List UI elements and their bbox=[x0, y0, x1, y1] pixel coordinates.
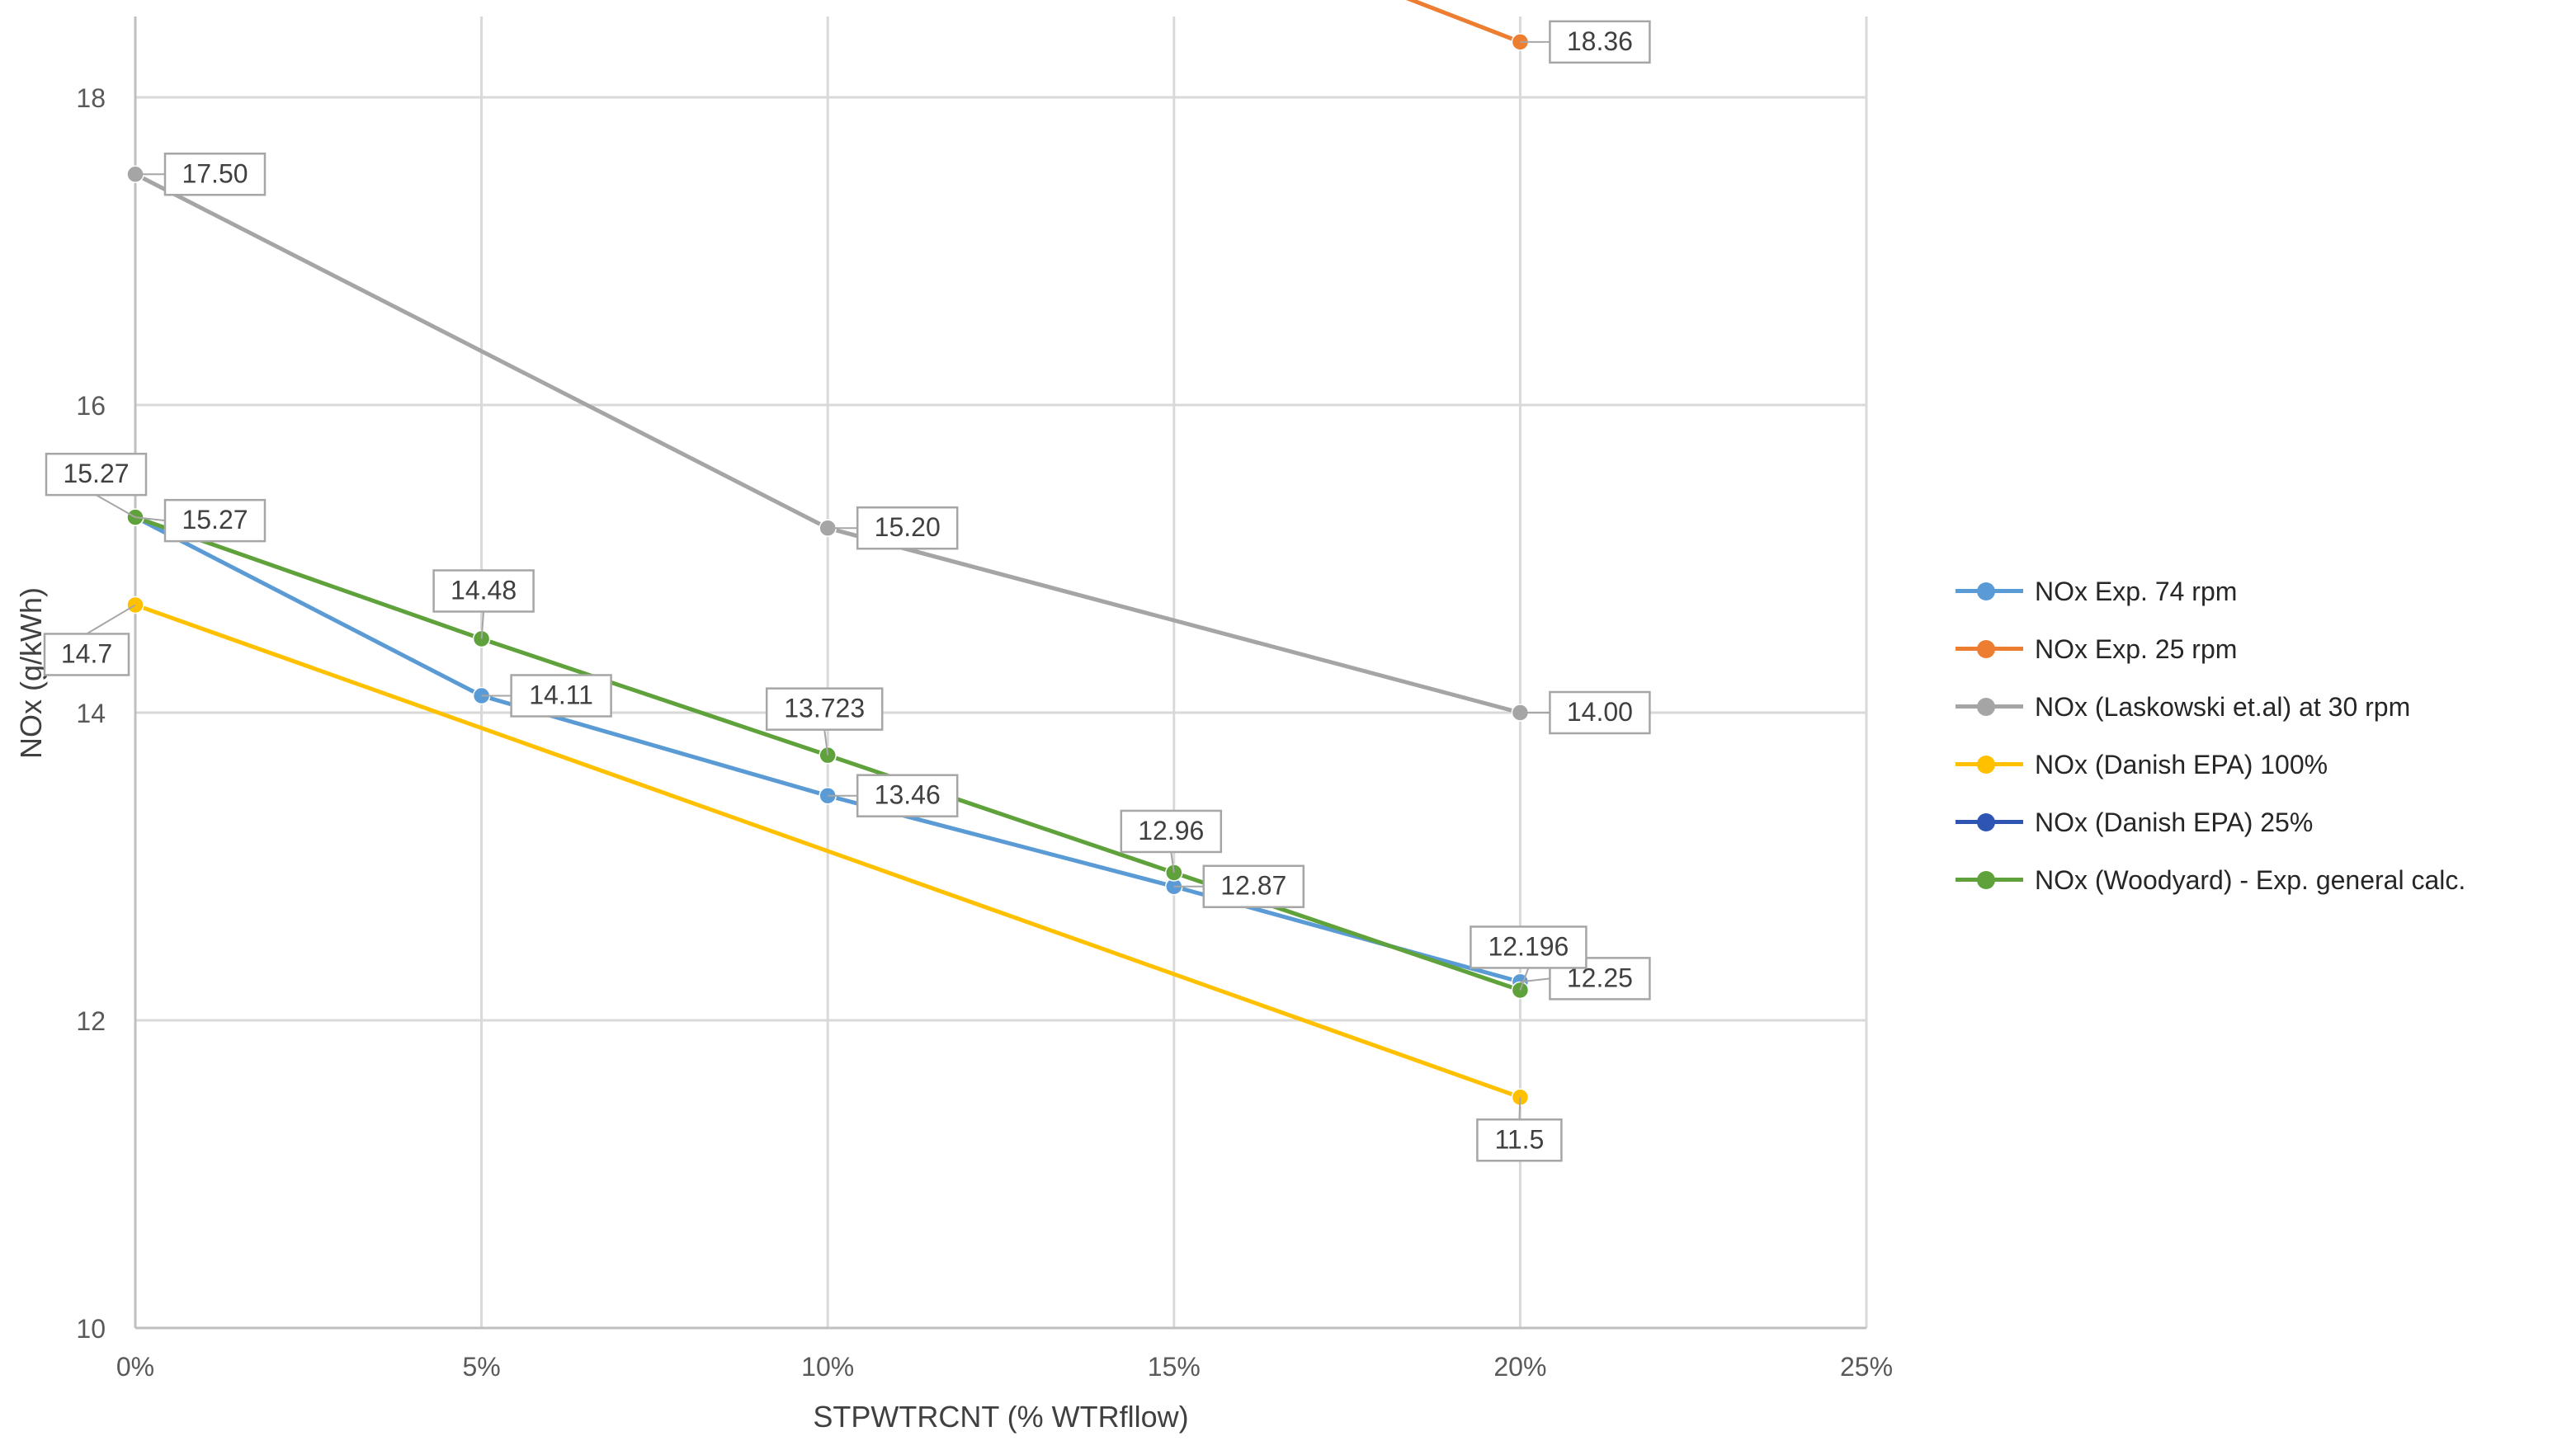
x-axis-title: STPWTRCNT (% WTRfllow) bbox=[813, 1400, 1188, 1434]
x-tick-label: 15% bbox=[1148, 1352, 1201, 1382]
callout-leader bbox=[96, 494, 136, 519]
data-label: 17.50 bbox=[182, 158, 248, 188]
legend-swatch-marker bbox=[1977, 871, 1995, 889]
data-label: 14.7 bbox=[61, 638, 112, 668]
data-label: 12.196 bbox=[1488, 931, 1569, 961]
x-tick-label: 0% bbox=[116, 1352, 154, 1382]
legend-swatch bbox=[1952, 864, 2026, 897]
legend-item: NOx (Laskowski et.al) at 30 rpm bbox=[1952, 678, 2563, 736]
legend-swatch bbox=[1952, 633, 2026, 666]
legend-item: NOx (Woodyard) - Exp. general calc. bbox=[1952, 851, 2563, 909]
legend-item: NOx Exp. 25 rpm bbox=[1952, 620, 2563, 678]
legend-swatch-marker bbox=[1977, 756, 1995, 774]
callout-leader bbox=[1170, 851, 1175, 873]
legend-label: NOx (Laskowski et.al) at 30 rpm bbox=[2035, 691, 2411, 722]
callout-leader bbox=[86, 604, 136, 635]
x-tick-label: 25% bbox=[1840, 1352, 1893, 1382]
legend-label: NOx (Woodyard) - Exp. general calc. bbox=[2035, 864, 2466, 895]
data-label-box bbox=[1120, 809, 1223, 854]
data-label: 12.87 bbox=[1220, 871, 1286, 901]
legend-swatch-marker bbox=[1977, 640, 1995, 658]
data-label: 15.27 bbox=[63, 459, 129, 488]
data-label: 13.723 bbox=[784, 694, 865, 723]
legend-swatch bbox=[1952, 575, 2026, 608]
legend-swatch bbox=[1952, 690, 2026, 723]
data-label-box bbox=[1476, 1118, 1563, 1162]
series-line bbox=[134, 603, 1522, 1099]
data-label-box bbox=[163, 153, 267, 196]
legend-label: NOx (Danish EPA) 100% bbox=[2035, 749, 2328, 779]
x-tick-label: 10% bbox=[801, 1352, 854, 1382]
data-label: 11.5 bbox=[1494, 1124, 1544, 1154]
callout-leader bbox=[134, 516, 166, 522]
legend-label: NOx Exp. 74 rpm bbox=[2035, 576, 2238, 606]
data-label: 14.48 bbox=[451, 575, 517, 605]
y-tick-label: 16 bbox=[76, 391, 106, 421]
y-axis-title: NOx (g/kWh) bbox=[14, 587, 48, 759]
data-label: 14.11 bbox=[529, 680, 593, 709]
y-tick-label: 12 bbox=[76, 1006, 106, 1036]
data-label-box bbox=[510, 674, 612, 718]
data-label-box bbox=[856, 506, 959, 550]
data-label: 14.00 bbox=[1567, 697, 1633, 727]
y-tick-label: 14 bbox=[76, 699, 106, 728]
data-label: 13.46 bbox=[875, 780, 941, 810]
data-label-box bbox=[43, 633, 130, 676]
legend-swatch-marker bbox=[1977, 698, 1995, 716]
legend-swatch bbox=[1952, 748, 2026, 781]
data-label-box bbox=[765, 687, 884, 731]
data-label-box bbox=[856, 774, 959, 817]
callout-leader bbox=[823, 729, 829, 756]
legend-item: NOx (Danish EPA) 25% bbox=[1952, 793, 2563, 851]
data-label-box bbox=[1549, 690, 1651, 735]
data-label-box bbox=[45, 452, 148, 497]
callout-leader bbox=[1519, 968, 1530, 991]
data-label-box bbox=[1470, 925, 1588, 969]
legend-label: NOx Exp. 25 rpm bbox=[2035, 633, 2238, 664]
legend-item: NOx (Danish EPA) 100% bbox=[1952, 736, 2563, 793]
y-tick-label: 10 bbox=[76, 1314, 106, 1344]
data-label-box bbox=[163, 498, 267, 543]
x-tick-label: 20% bbox=[1493, 1352, 1546, 1382]
callout-leader bbox=[1520, 977, 1550, 983]
callout-leader bbox=[480, 611, 485, 639]
legend-label: NOx (Danish EPA) 25% bbox=[2035, 807, 2314, 837]
data-label-box bbox=[432, 569, 535, 613]
legend-item: NOx Exp. 74 rpm bbox=[1952, 563, 2563, 620]
x-tick-label: 5% bbox=[462, 1352, 500, 1382]
legend-swatch-marker bbox=[1977, 582, 1995, 600]
data-label-box bbox=[1202, 864, 1305, 908]
y-tick-label: 18 bbox=[76, 83, 106, 113]
data-label: 18.36 bbox=[1567, 26, 1633, 56]
chart-legend: NOx Exp. 74 rpm NOx Exp. 25 rpm NOx (Lasko… bbox=[1952, 563, 2563, 909]
data-label: 15.27 bbox=[182, 505, 248, 534]
legend-swatch-marker bbox=[1977, 813, 1995, 831]
callout-leader bbox=[1518, 1097, 1522, 1120]
legend-swatch bbox=[1952, 806, 2026, 839]
data-label-box bbox=[1549, 20, 1651, 64]
data-label: 12.96 bbox=[1138, 816, 1204, 845]
data-label: 15.20 bbox=[875, 512, 941, 542]
